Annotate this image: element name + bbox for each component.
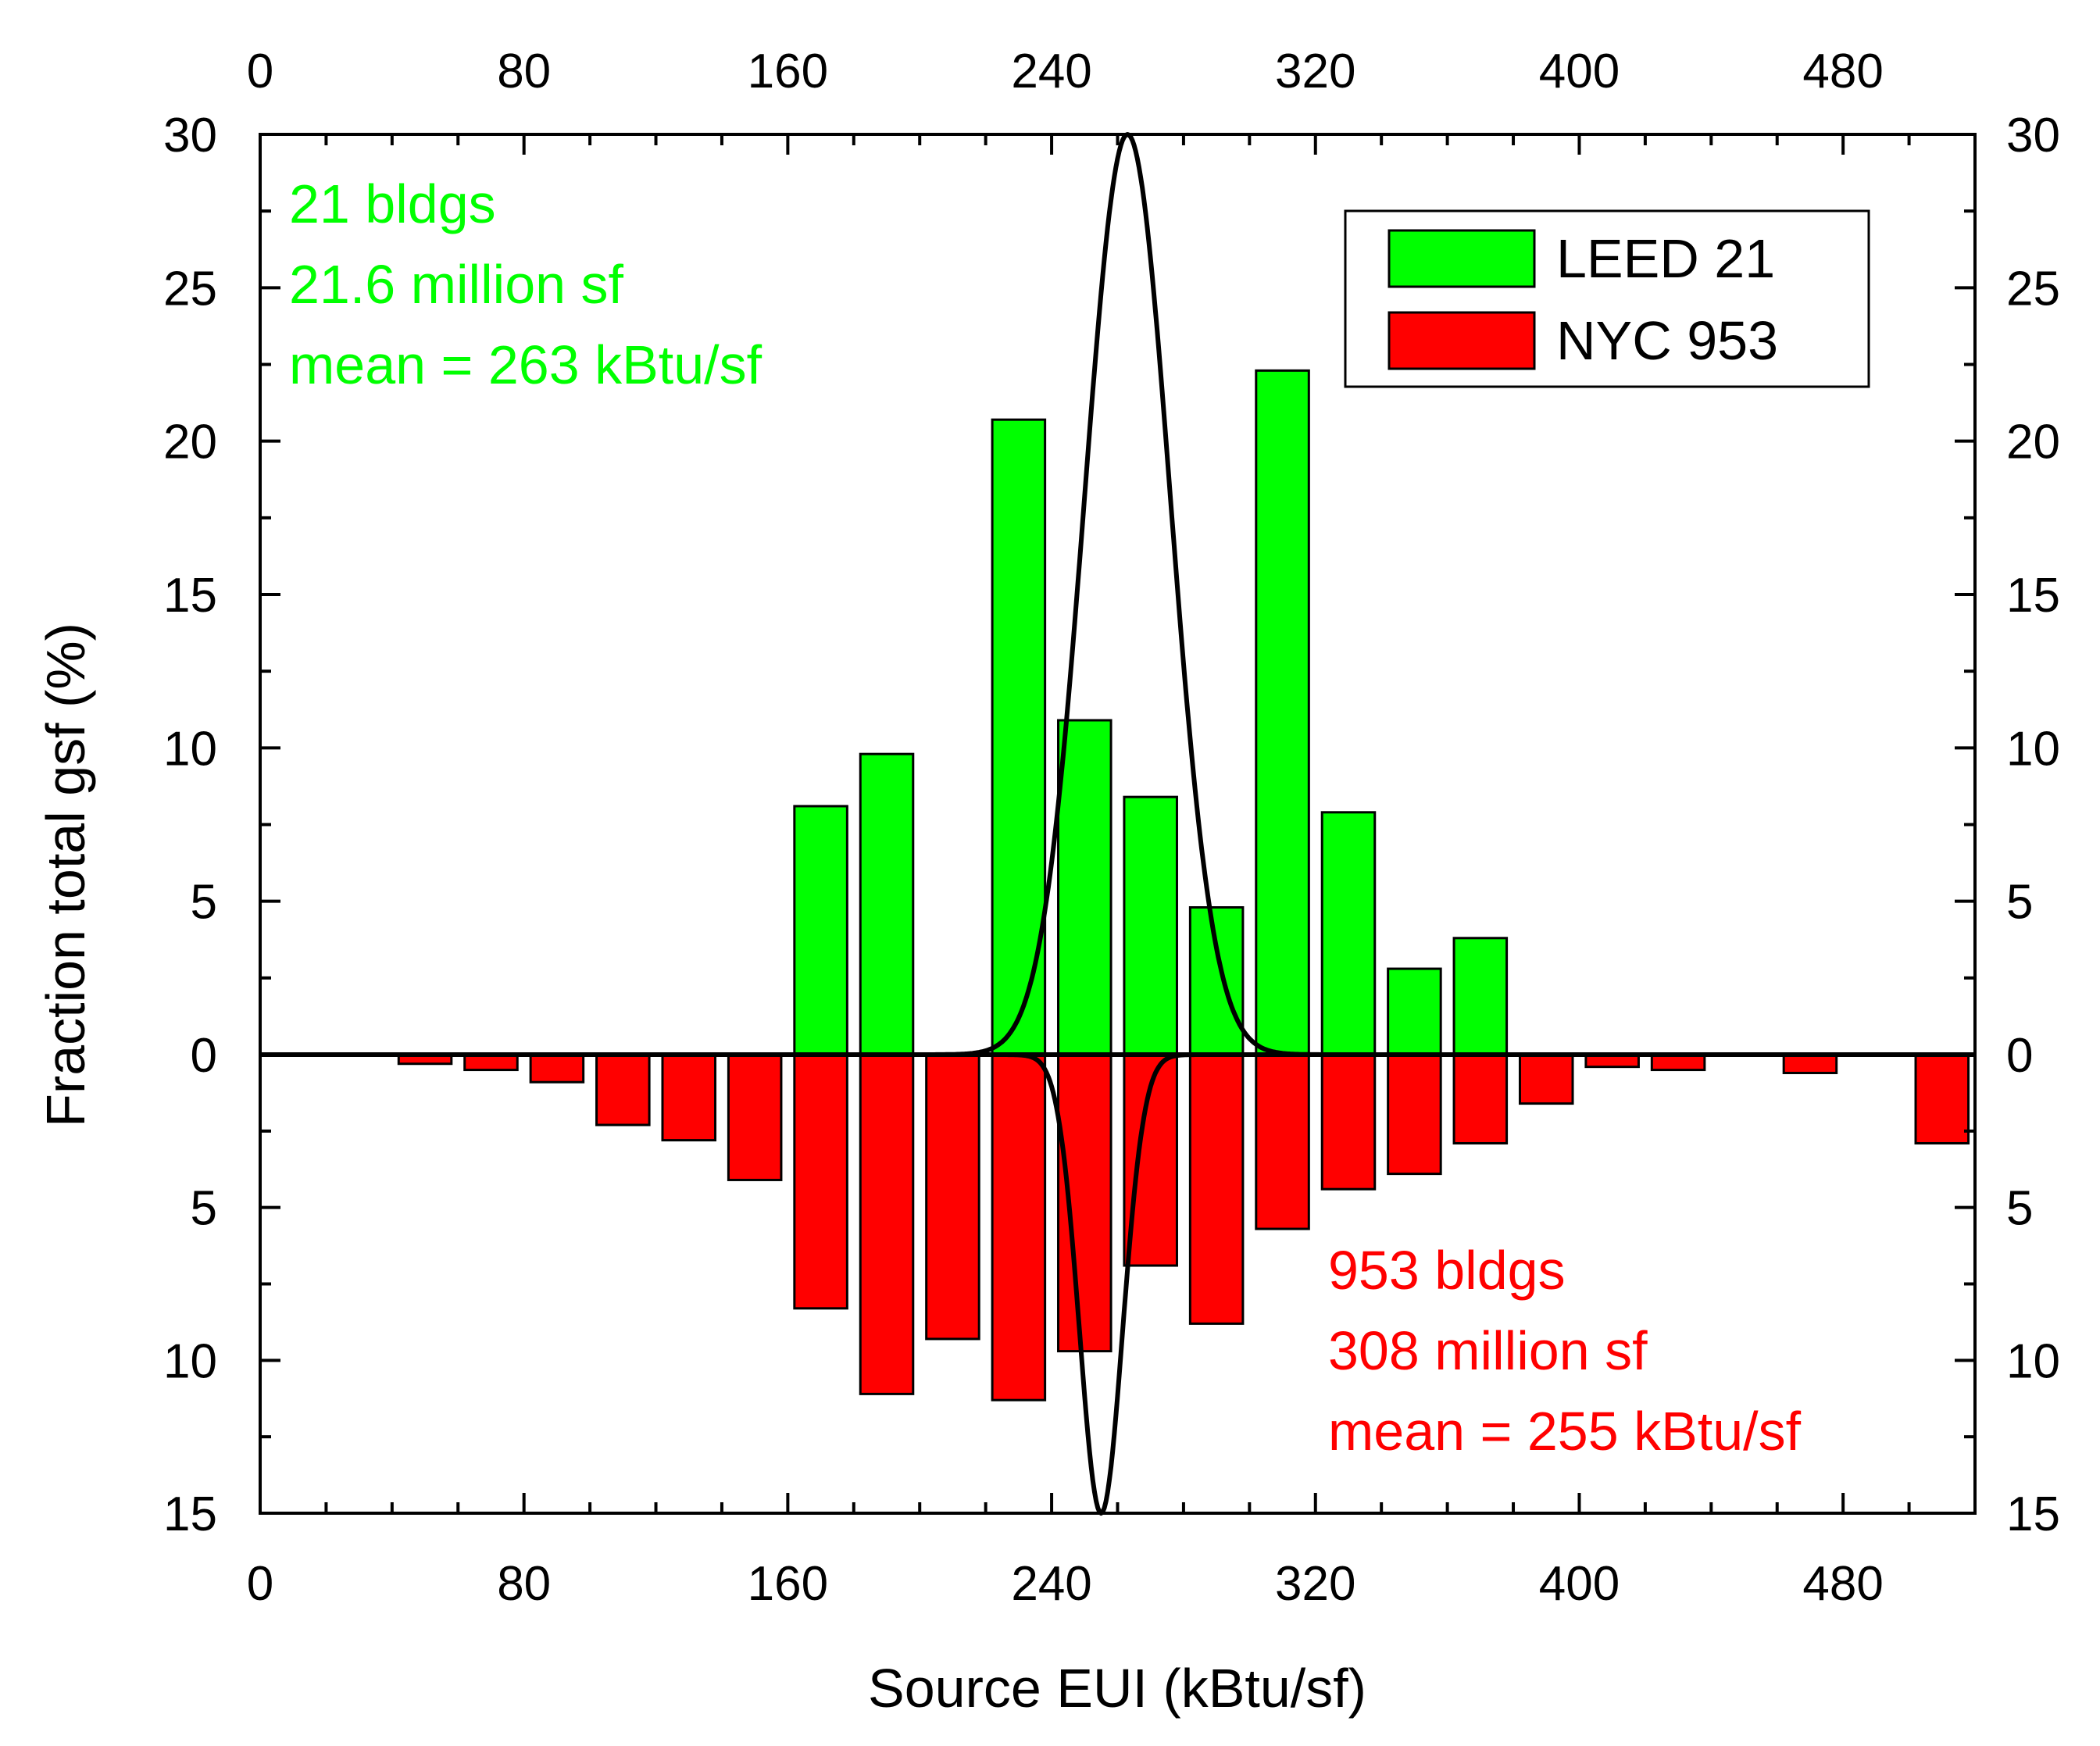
- x-tick-label-top: 320: [1275, 45, 1355, 98]
- y-tick-label-right: 5: [2006, 876, 2033, 930]
- leed-bar-190: [859, 752, 915, 1056]
- nyc-bar-390: [1518, 1053, 1574, 1105]
- nyc-bar-470: [1782, 1053, 1838, 1074]
- nyc-annotation-mean: mean = 255 kBtu/sf: [1328, 1401, 1802, 1462]
- x-tick-label-top: 400: [1539, 45, 1620, 98]
- leed-annotation: 21 bldgs 21.6 million sf mean = 263 kBtu…: [289, 173, 762, 395]
- nyc-bar-370: [1452, 1053, 1509, 1144]
- axis-ticks: [259, 133, 1977, 1515]
- x-tick-label-bottom: 0: [247, 1557, 273, 1611]
- nyc-bar-90: [529, 1053, 585, 1084]
- leed-bar-330: [1320, 811, 1377, 1056]
- y-tick-label-left: 5: [191, 1182, 217, 1236]
- leed-bar-290: [1188, 906, 1245, 1056]
- nyc-bar-170: [793, 1053, 848, 1310]
- nyc-bar-230: [991, 1053, 1047, 1401]
- legend-label-leed: LEED 21: [1556, 228, 1775, 289]
- y-tick-label-right: 25: [2006, 262, 2060, 316]
- leed-annotation-area: 21.6 million sf: [289, 254, 624, 315]
- y-tick-label-right: 15: [2006, 569, 2060, 623]
- nyc-annotation-count: 953 bldgs: [1328, 1240, 1566, 1301]
- y-tick-label-left: 30: [163, 109, 217, 162]
- axis-tick-labels: 0 0 80 80 160 160 240 240 320 320 400 400 480 480 0 0 5 5…: [163, 45, 2060, 1611]
- x-tick-label-top: 240: [1011, 45, 1091, 98]
- y-tick-label-right: 15: [2006, 1487, 2060, 1541]
- y-tick-label-right: 10: [2006, 1334, 2060, 1388]
- y-tick-label-right: 20: [2006, 416, 2060, 470]
- nyc-bar-150: [727, 1053, 783, 1181]
- leed-bars: [793, 369, 1509, 1056]
- nyc-bar-350: [1387, 1053, 1442, 1176]
- y-tick-label-left: 25: [163, 262, 217, 316]
- x-tick-label-top: 80: [497, 45, 551, 98]
- nyc-bar-130: [661, 1053, 717, 1142]
- legend-label-nyc: NYC 953: [1556, 310, 1778, 371]
- leed-annotation-mean: mean = 263 kBtu/sf: [289, 334, 762, 395]
- y-tick-label-left: 15: [163, 569, 217, 623]
- legend-swatch-leed: [1388, 229, 1536, 288]
- x-tick-label-bottom: 400: [1539, 1557, 1620, 1611]
- x-tick-label-top: 160: [748, 45, 828, 98]
- y-axis-title: Fraction total gsf (%): [35, 623, 96, 1127]
- legend: LEED 21 NYC 953: [1344, 209, 1870, 388]
- x-tick-label-bottom: 240: [1011, 1557, 1091, 1611]
- y-tick-label-left: 20: [163, 416, 217, 470]
- x-axis-title: Source EUI (kBtu/sf): [868, 1658, 1366, 1719]
- y-tick-label-right: 5: [2006, 1182, 2033, 1236]
- y-tick-label-left: 0: [191, 1029, 217, 1083]
- nyc-bar-310: [1255, 1053, 1310, 1230]
- nyc-bar-330: [1320, 1053, 1377, 1191]
- x-tick-label-bottom: 80: [497, 1557, 551, 1611]
- leed-bar-170: [793, 805, 848, 1056]
- leed-bar-270: [1123, 795, 1178, 1056]
- y-tick-label-left: 10: [163, 1334, 217, 1388]
- x-tick-label-bottom: 320: [1275, 1557, 1355, 1611]
- nyc-annotation: 953 bldgs 308 million sf mean = 255 kBtu…: [1328, 1240, 1802, 1462]
- x-tick-label-top: 480: [1802, 45, 1883, 98]
- nyc-bar-210: [925, 1053, 980, 1341]
- nyc-bar-250: [1057, 1053, 1112, 1353]
- nyc-bar-290: [1188, 1053, 1245, 1325]
- y-tick-label-right: 0: [2006, 1029, 2033, 1083]
- legend-swatch-nyc: [1388, 311, 1536, 370]
- leed-bar-350: [1387, 967, 1442, 1056]
- y-tick-label-left: 15: [163, 1487, 217, 1541]
- y-tick-label-left: 10: [163, 722, 217, 776]
- leed-bar-310: [1255, 369, 1310, 1056]
- nyc-bar-110: [595, 1053, 651, 1127]
- nyc-bars: [397, 1053, 1970, 1401]
- nyc-annotation-area: 308 million sf: [1328, 1320, 1648, 1381]
- y-tick-label-right: 10: [2006, 722, 2060, 776]
- nyc-bar-510: [1914, 1053, 1970, 1144]
- x-tick-label-bottom: 160: [748, 1557, 828, 1611]
- leed-bar-370: [1452, 937, 1509, 1056]
- nyc-bar-190: [859, 1053, 915, 1395]
- y-tick-label-left: 5: [191, 876, 217, 930]
- x-tick-label-top: 0: [247, 45, 273, 98]
- x-tick-label-bottom: 480: [1802, 1557, 1883, 1611]
- y-tick-label-right: 30: [2006, 109, 2060, 162]
- leed-bar-250: [1057, 719, 1112, 1056]
- leed-annotation-count: 21 bldgs: [289, 173, 496, 234]
